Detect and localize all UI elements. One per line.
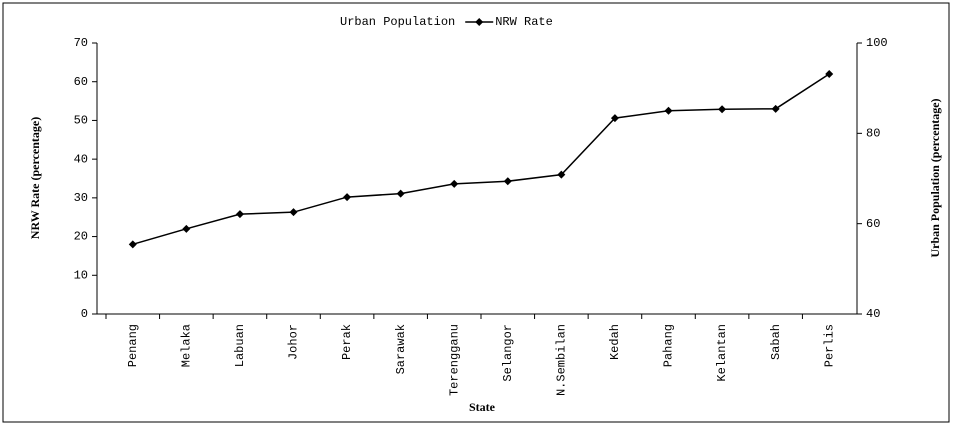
data-point xyxy=(771,104,780,113)
y-tick-label: 20 xyxy=(74,230,88,244)
data-point xyxy=(825,69,834,78)
x-tick-label: Melaka xyxy=(180,324,194,367)
y-tick-label: 10 xyxy=(74,268,88,282)
y-tick-label: 30 xyxy=(74,191,88,205)
x-tick-label: Terengganu xyxy=(447,324,461,396)
legend-label: NRW Rate xyxy=(495,15,553,29)
data-point xyxy=(450,179,459,188)
data-point xyxy=(557,170,566,179)
x-tick-label: Penang xyxy=(126,324,140,367)
y-tick-label: 50 xyxy=(74,114,88,128)
data-point xyxy=(289,208,298,217)
data-point xyxy=(664,106,673,115)
x-tick-label: Selangor xyxy=(501,324,515,382)
x-tick-label: Kedah xyxy=(608,324,622,360)
y-axis-label: NRW Rate (percentage) xyxy=(28,117,42,239)
x-tick-label: Pahang xyxy=(662,324,676,367)
data-point xyxy=(128,240,137,249)
y-tick-label: 60 xyxy=(74,75,88,89)
y2-axis-label: Urban Population (percentage) xyxy=(928,98,942,257)
x-tick-label: Kelantan xyxy=(715,324,729,382)
y2-tick-label: 100 xyxy=(866,36,888,50)
x-tick-label: Johor xyxy=(287,324,301,360)
y-tick-label: 0 xyxy=(81,307,88,321)
series-line xyxy=(132,73,830,246)
x-tick-label: Sarawak xyxy=(394,324,408,374)
x-tick-label: N.Sembilan xyxy=(555,324,569,396)
x-tick-label: Perlis xyxy=(822,324,836,367)
x-tick-label: Perak xyxy=(340,324,354,360)
data-point xyxy=(396,189,405,198)
y-tick-label: 70 xyxy=(74,36,88,50)
data-point xyxy=(235,210,244,219)
chart-frame xyxy=(2,2,950,423)
y2-tick-label: 80 xyxy=(866,127,880,141)
legend-label: Urban Population xyxy=(340,15,455,29)
data-point xyxy=(182,224,191,233)
x-axis-label: State xyxy=(469,400,496,414)
x-tick-label: Labuan xyxy=(233,324,247,367)
y2-tick-label: 60 xyxy=(866,217,880,231)
data-point xyxy=(343,193,352,202)
y-tick-label: 40 xyxy=(74,152,88,166)
legend-marker xyxy=(475,18,484,26)
y2-tick-label: 40 xyxy=(866,307,880,321)
data-point xyxy=(503,177,512,186)
x-tick-label: Sabah xyxy=(769,324,783,360)
data-point xyxy=(718,105,727,114)
data-point xyxy=(610,114,619,123)
